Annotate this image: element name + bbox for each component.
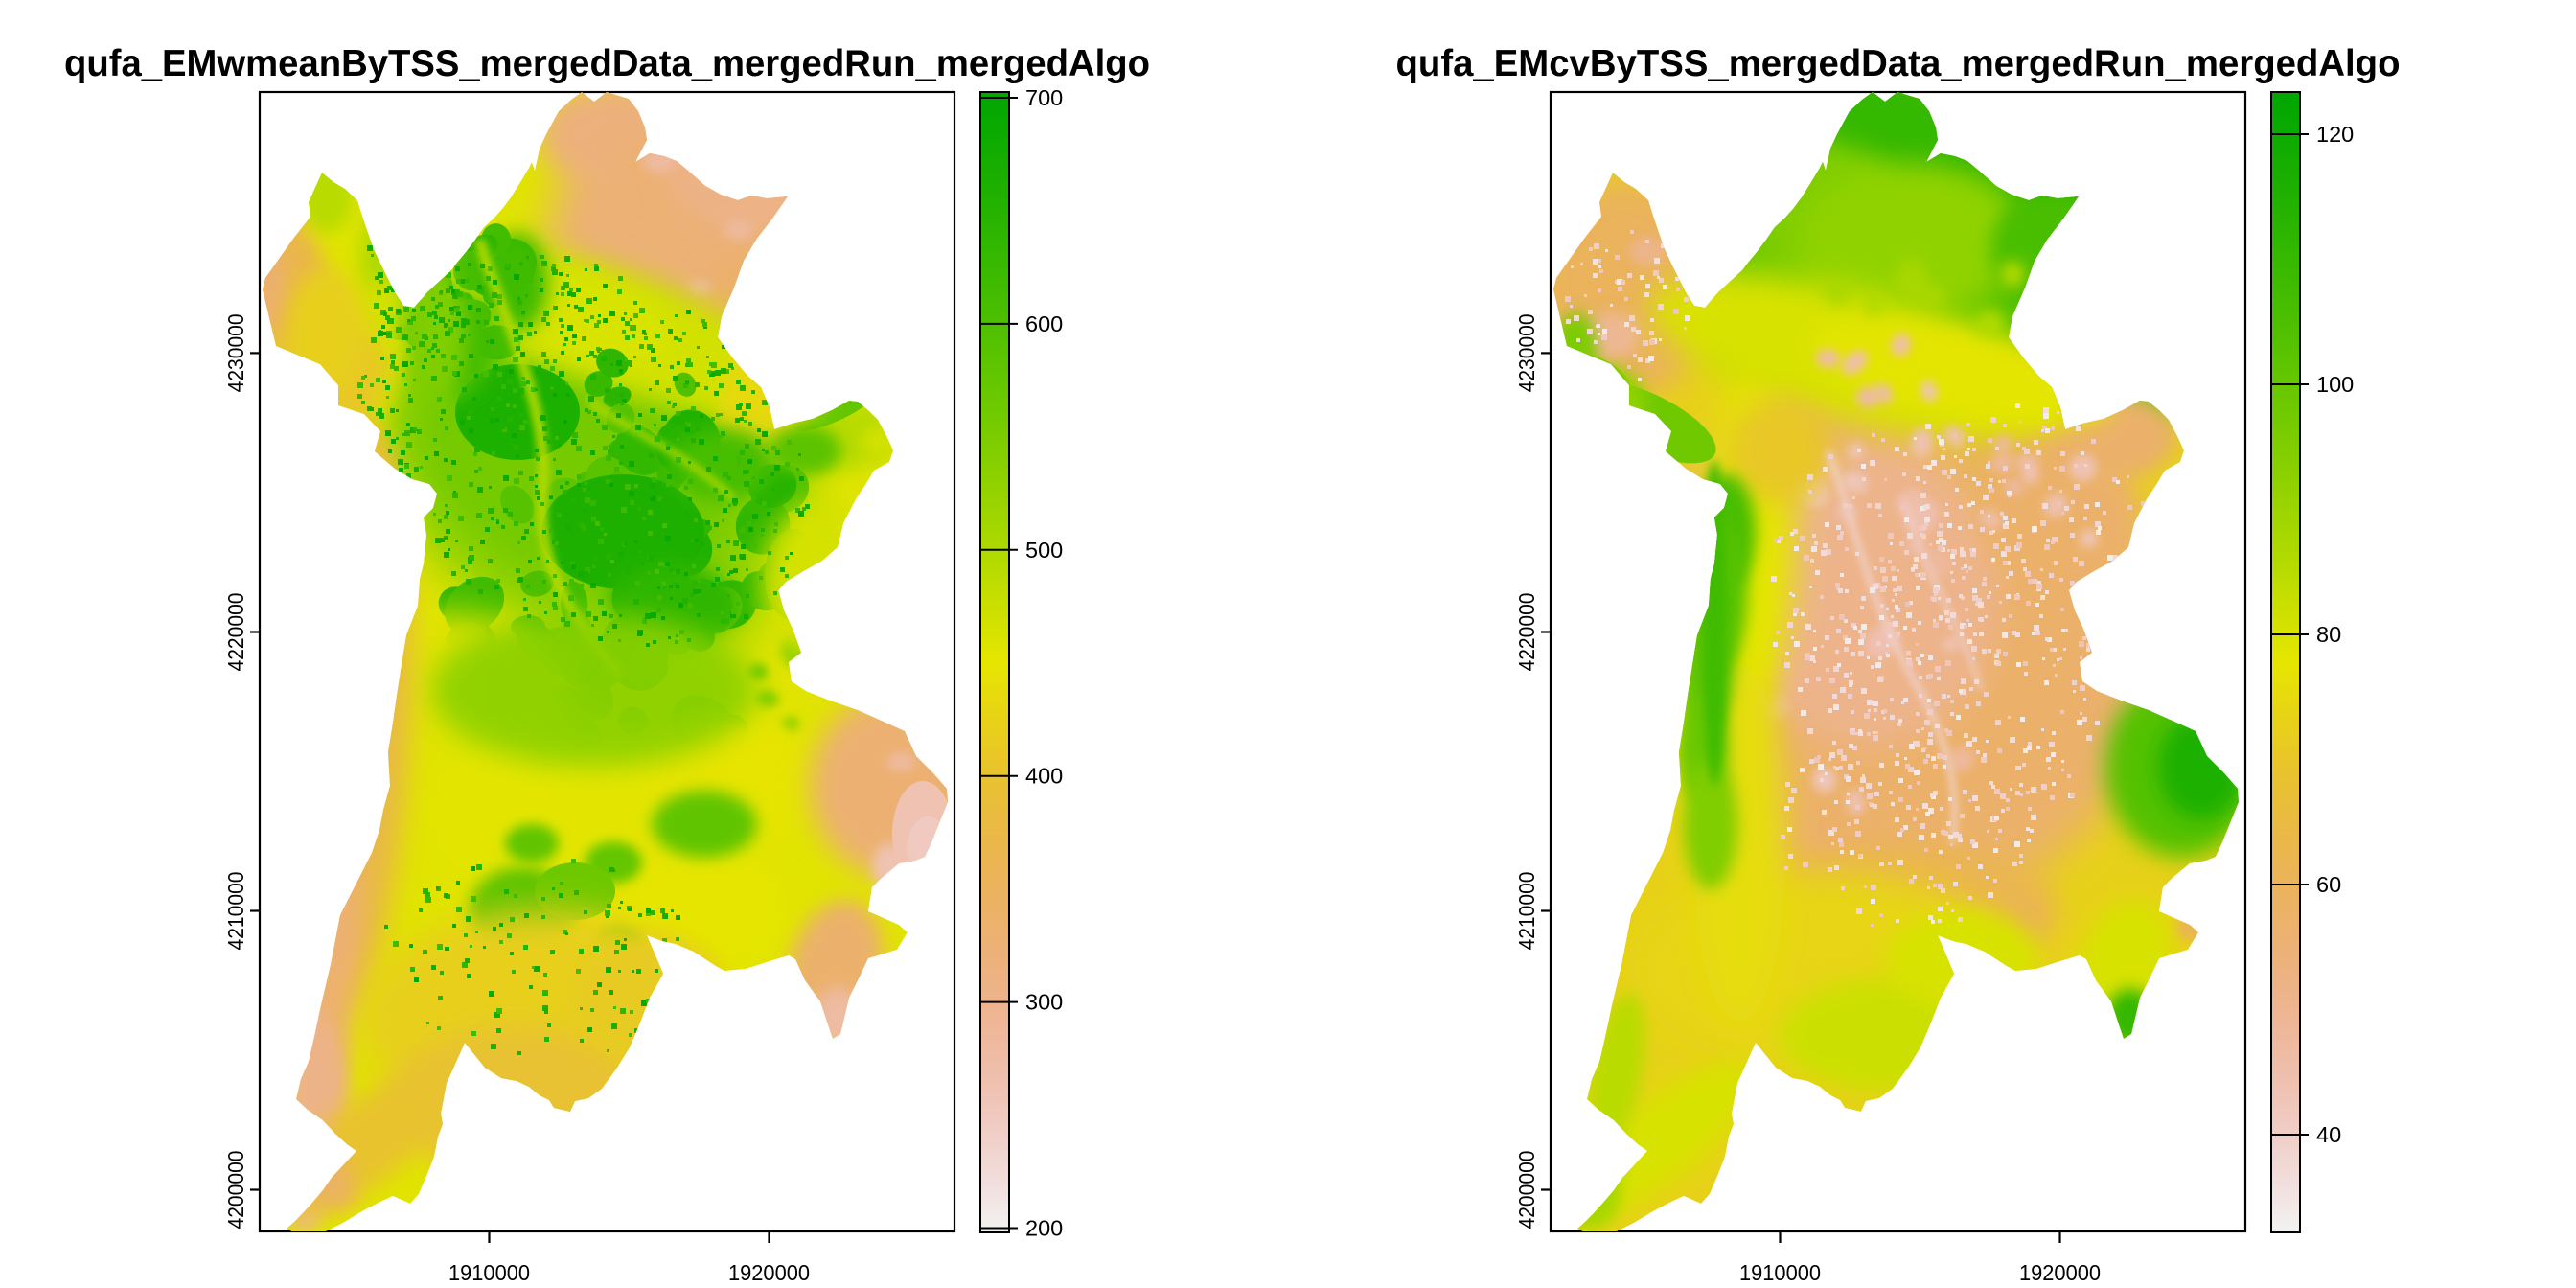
svg-text:100: 100 [2316,372,2354,397]
svg-text:4210000: 4210000 [1514,872,1539,951]
svg-text:80: 80 [2316,622,2341,647]
svg-text:qufa_EMwmeanByTSS_mergedData_m: qufa_EMwmeanByTSS_mergedData_mergedRun_m… [64,43,1150,84]
svg-text:4200000: 4200000 [1514,1151,1539,1230]
svg-text:4230000: 4230000 [223,313,248,392]
svg-text:600: 600 [1025,311,1063,336]
svg-text:500: 500 [1025,538,1063,563]
svg-text:1920000: 1920000 [728,1260,810,1285]
svg-text:qufa_EMcvByTSS_mergedData_merg: qufa_EMcvByTSS_mergedData_mergedRun_merg… [1396,43,2401,84]
svg-text:300: 300 [1025,990,1063,1015]
svg-text:60: 60 [2316,872,2341,897]
svg-text:4210000: 4210000 [223,872,248,951]
svg-text:1910000: 1910000 [1739,1260,1821,1285]
svg-text:4200000: 4200000 [223,1151,248,1230]
svg-text:400: 400 [1025,764,1063,789]
svg-text:4220000: 4220000 [223,593,248,672]
svg-text:4230000: 4230000 [1514,313,1539,392]
svg-text:200: 200 [1025,1216,1063,1241]
svg-text:1920000: 1920000 [2019,1260,2101,1285]
svg-text:700: 700 [1025,85,1063,110]
svg-text:40: 40 [2316,1122,2341,1147]
svg-text:120: 120 [2316,122,2354,147]
svg-text:1910000: 1910000 [448,1260,530,1285]
svg-text:4220000: 4220000 [1514,593,1539,672]
